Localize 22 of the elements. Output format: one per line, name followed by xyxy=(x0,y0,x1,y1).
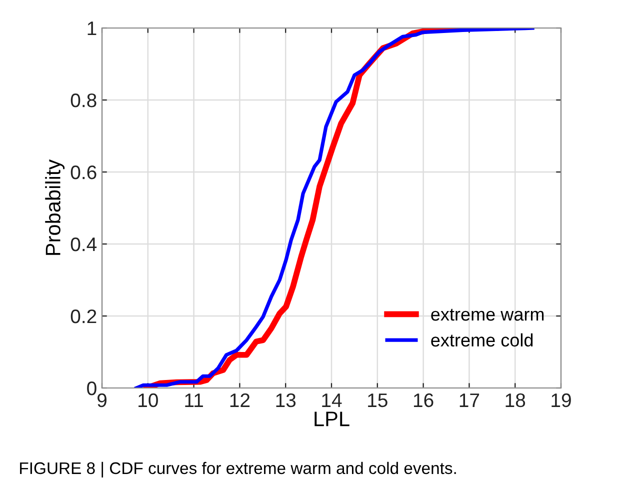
legend-label: extreme warm xyxy=(431,308,544,321)
x-tick-label: 12 xyxy=(230,393,250,407)
legend-label: extreme cold xyxy=(431,333,533,347)
x-tick-label: 18 xyxy=(506,393,526,408)
x-tick-label: 13 xyxy=(276,393,296,408)
x-tick-label: 15 xyxy=(368,394,388,408)
x-tick-label: 17 xyxy=(460,394,480,407)
y-tick-label: 1 xyxy=(88,22,96,36)
y-tick-label: 0 xyxy=(87,381,96,396)
y-tick-label: 0.2 xyxy=(70,309,96,324)
y-axis-title: Probability xyxy=(45,159,65,255)
x-tick-label: 14 xyxy=(322,394,342,407)
x-tick-label: 19 xyxy=(552,393,571,408)
x-tick-label: 10 xyxy=(138,393,158,408)
y-tick-label: 0.4 xyxy=(70,237,97,252)
caption: FIGURE 8 | CDF curves for extreme warm and cold events. xyxy=(20,462,456,478)
y-tick-label: 0.6 xyxy=(70,165,96,180)
x-tick-label: 11 xyxy=(185,394,203,407)
x-tick-label: 16 xyxy=(414,393,434,408)
x-axis-title: LPL xyxy=(314,412,350,426)
y-tick-label: 0.8 xyxy=(70,93,96,108)
x-tick-label: 9 xyxy=(98,393,106,408)
